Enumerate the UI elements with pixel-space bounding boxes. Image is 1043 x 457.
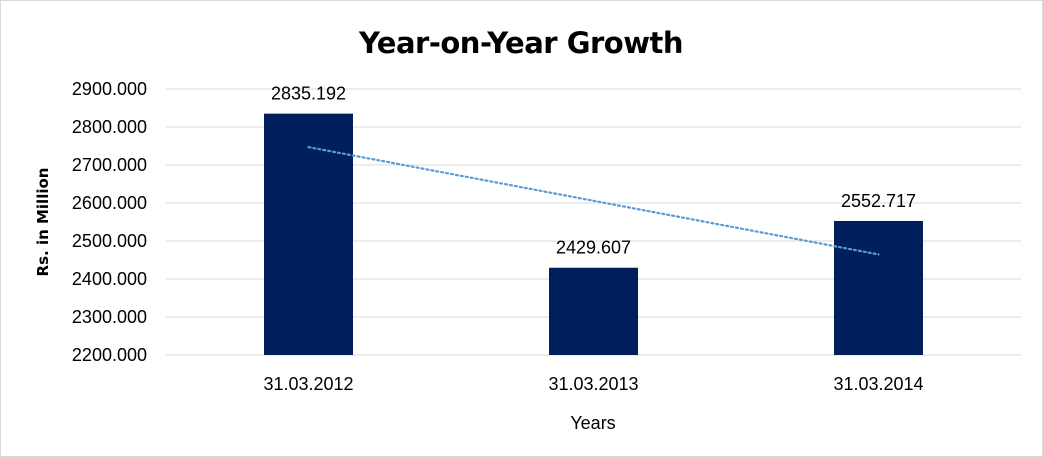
y-tick-label: 2400.000	[72, 269, 147, 289]
x-axis-label: Years	[570, 413, 615, 433]
data-label: 2552.717	[841, 191, 916, 211]
chart-title: Year-on-Year Growth	[358, 26, 683, 60]
bar	[549, 267, 638, 355]
x-tick-label: 31.03.2013	[548, 374, 638, 394]
bar	[264, 113, 353, 355]
x-tick-label: 31.03.2014	[833, 374, 923, 394]
data-label: 2835.192	[271, 84, 346, 104]
data-label: 2429.607	[556, 238, 631, 258]
y-tick-label: 2300.000	[72, 307, 147, 327]
y-tick-label: 2800.000	[72, 117, 147, 137]
x-tick-label: 31.03.2012	[263, 374, 353, 394]
y-tick-label: 2200.000	[72, 345, 147, 365]
y-tick-label: 2900.000	[72, 79, 147, 99]
y-tick-label: 2600.000	[72, 193, 147, 213]
y-tick-label: 2500.000	[72, 231, 147, 251]
y-axis-label: Rs. in Million	[34, 168, 52, 277]
y-tick-label: 2700.000	[72, 155, 147, 175]
bar	[834, 220, 923, 355]
trendline	[307, 146, 880, 256]
